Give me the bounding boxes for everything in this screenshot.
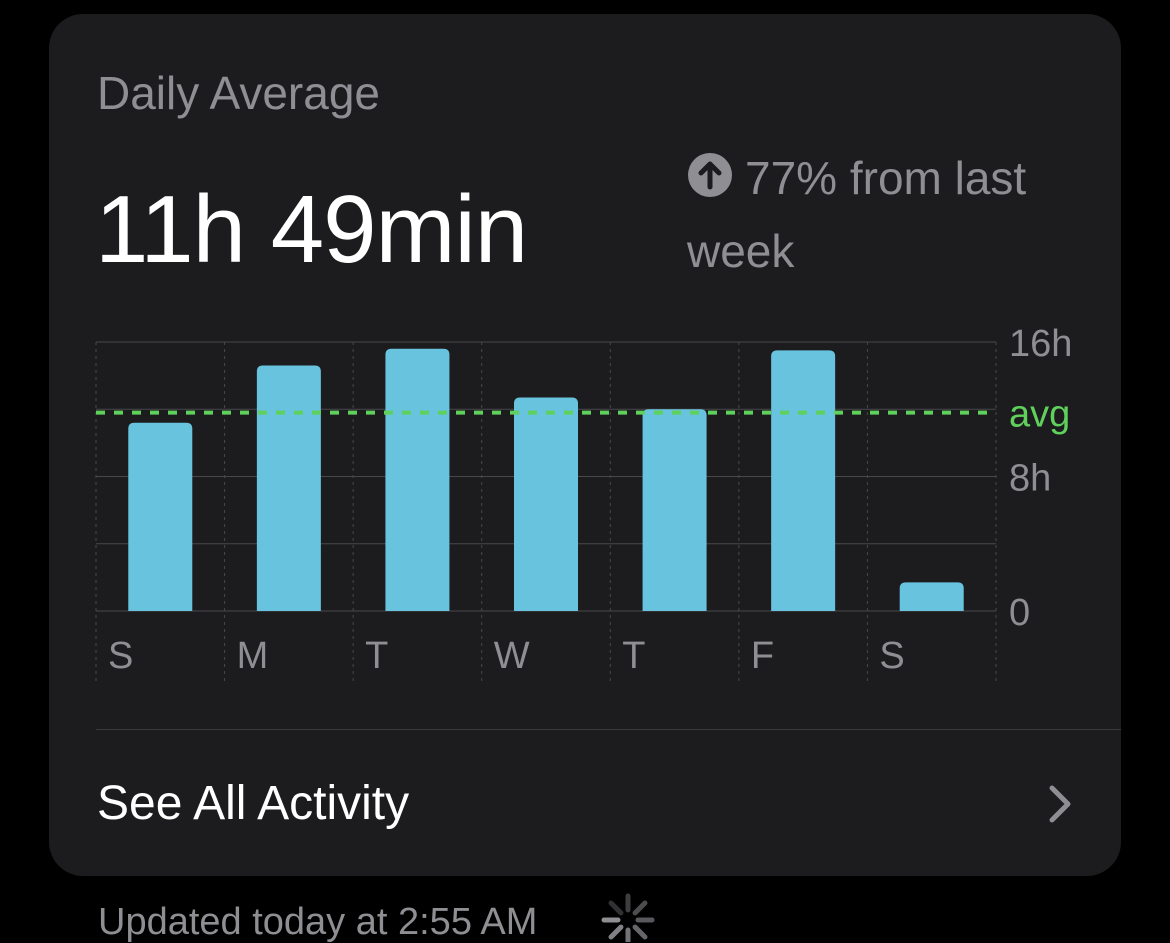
x-tick-label: T [365, 635, 388, 677]
bar-4 [642, 409, 707, 611]
bar-5 [771, 350, 836, 611]
spinner-spoke [608, 900, 624, 916]
daily-average-card: Daily Average 11h 49min 77% from last we… [49, 14, 1121, 876]
x-tick-label: W [494, 635, 530, 677]
bar-6 [899, 582, 964, 611]
spinner-spoke [632, 924, 648, 940]
x-tick-label: S [879, 635, 904, 677]
average-label: avg [1009, 394, 1070, 436]
see-all-activity-button[interactable]: See All Activity [97, 777, 410, 830]
bar-2 [385, 348, 450, 611]
x-tick-label: T [622, 635, 645, 677]
bar-3 [514, 397, 578, 611]
bar-0 [128, 422, 193, 611]
x-tick-label: S [108, 635, 133, 677]
spinner-spoke [608, 924, 624, 940]
bar-1 [256, 365, 321, 611]
spinner-spoke [632, 900, 648, 916]
card-title: Daily Average [97, 67, 380, 119]
trend-indicator: 77% from last week [687, 142, 1087, 288]
trend-text: 77% from last week [687, 152, 1027, 277]
x-tick-label: F [751, 635, 774, 677]
updated-timestamp: Updated today at 2:55 AM [98, 901, 538, 943]
divider [96, 729, 1121, 730]
y-tick-label: 16h [1009, 323, 1072, 365]
daily-average-value: 11h 49min [95, 176, 528, 283]
chevron-right-icon[interactable] [1044, 784, 1074, 824]
x-tick-label: M [237, 635, 269, 677]
y-tick-label: 8h [1009, 458, 1051, 500]
activity-spinner-icon [601, 893, 655, 942]
weekly-usage-bar-chart: avg 16h 8h 0 S M T W T F S [95, 323, 1072, 681]
y-tick-label: 0 [1009, 592, 1030, 634]
arrow-up-circle-icon [688, 153, 732, 197]
